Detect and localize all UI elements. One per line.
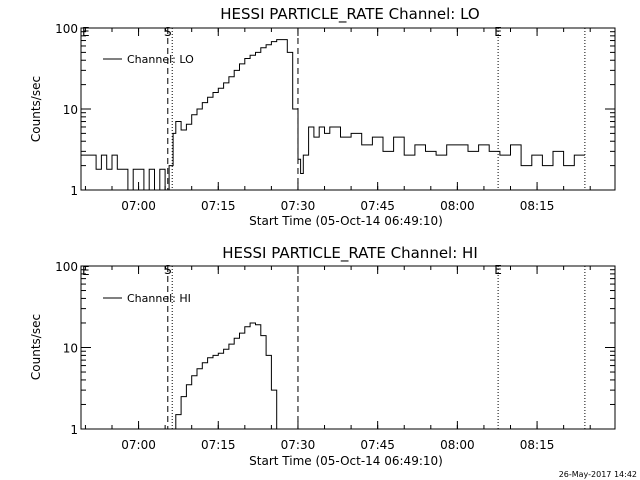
chart-title: HESSI PARTICLE_RATE Channel: HI <box>222 244 478 263</box>
chart-title: HESSI PARTICLE_RATE Channel: LO <box>220 5 479 24</box>
x-ticks: 07:00 07:15 07:30 07:45 08:00 08:15 <box>84 266 591 452</box>
y-tick-label: 100 <box>55 260 78 274</box>
x-axis-label: Start Time (05-Oct-14 06:49:10) <box>249 214 443 228</box>
series-line-lo <box>81 39 585 191</box>
corner-marker: E <box>82 25 90 39</box>
y-ticks: 1 10 100 <box>55 260 615 437</box>
chart-panel-hi: HESSI PARTICLE_RATE Channel: HI Counts/s… <box>29 244 616 468</box>
series-line-hi <box>174 322 278 430</box>
x-tick-label: 07:00 <box>121 199 156 213</box>
x-tick-label: 08:15 <box>520 199 555 213</box>
y-tick-label: 1 <box>70 184 78 198</box>
footer-timestamp: 26-May-2017 14:42 <box>559 470 637 479</box>
x-axis-label: Start Time (05-Oct-14 06:49:10) <box>249 454 443 468</box>
y-tick-label: 10 <box>63 103 78 117</box>
x-tick-label: 07:15 <box>201 438 236 452</box>
event-line-label: S <box>164 25 172 39</box>
x-tick-label: 07:30 <box>281 199 316 213</box>
x-tick-label: 07:45 <box>360 199 395 213</box>
x-tick-label: 07:45 <box>360 438 395 452</box>
y-axis-label: Counts/sec <box>29 76 43 142</box>
chart-panel-lo: HESSI PARTICLE_RATE Channel: LO Counts/s… <box>29 5 616 228</box>
legend-label: Channel: HI <box>127 292 191 305</box>
event-line-label: S <box>164 263 172 277</box>
event-line-label: E <box>494 263 502 277</box>
legend-label: Channel: LO <box>127 53 194 66</box>
x-ticks: 07:00 07:15 07:30 07:45 08:00 08:15 <box>84 28 591 213</box>
y-tick-label: 10 <box>63 342 78 356</box>
event-line-label: E <box>494 25 502 39</box>
legend: Channel: LO <box>103 53 194 66</box>
y-tick-label: 1 <box>70 423 78 437</box>
x-tick-label: 08:00 <box>440 438 475 452</box>
legend: Channel: HI <box>103 292 191 305</box>
y-axis-label: Counts/sec <box>29 314 43 380</box>
x-tick-label: 08:15 <box>520 438 555 452</box>
x-tick-label: 07:00 <box>121 438 156 452</box>
x-tick-label: 08:00 <box>440 199 475 213</box>
plot-frame <box>80 265 616 430</box>
y-ticks: 1 10 100 <box>55 22 615 198</box>
x-tick-label: 07:15 <box>201 199 236 213</box>
x-tick-label: 07:30 <box>281 438 316 452</box>
corner-marker: E <box>82 264 90 278</box>
y-tick-label: 100 <box>55 22 78 36</box>
